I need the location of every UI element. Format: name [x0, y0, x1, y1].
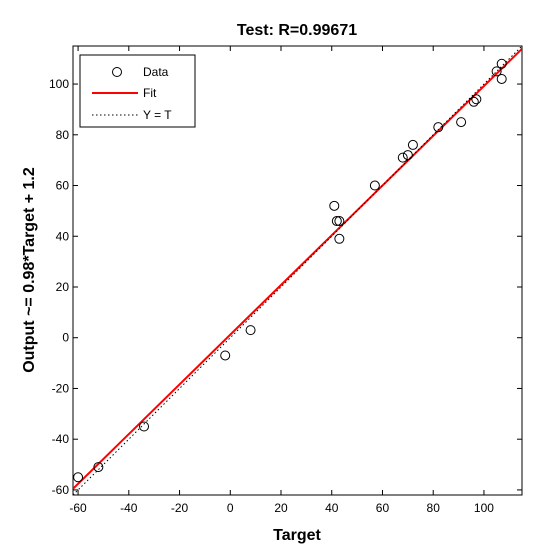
data-point: [334, 216, 345, 227]
data-point: [93, 462, 104, 473]
x-tick-label: -60: [69, 501, 87, 515]
y-tick-label: -20: [52, 381, 70, 395]
data-point: [402, 150, 413, 161]
x-tick-label: 80: [427, 501, 441, 515]
chart-title: Test: R=0.99671: [237, 22, 357, 39]
y-tick-label: -40: [52, 432, 70, 446]
y-tick-label: 40: [56, 229, 70, 243]
y-tick-label: -60: [52, 483, 70, 497]
data-point: [369, 180, 380, 191]
x-tick-label: 60: [376, 501, 390, 515]
data-point: [407, 139, 418, 150]
data-point: [433, 122, 444, 133]
y-axis-label: Output ~= 0.98*Target + 1.2: [21, 167, 38, 373]
y-tick-label: 80: [56, 128, 70, 142]
x-tick-label: 20: [274, 501, 288, 515]
y-tick-label: 0: [62, 331, 69, 345]
data-point: [329, 200, 340, 211]
data-point: [245, 325, 256, 336]
data-point: [491, 66, 502, 77]
legend-fit-label: Fit: [143, 86, 157, 100]
legend-box: [79, 54, 196, 128]
data-point: [456, 117, 467, 128]
data-point: [397, 152, 408, 163]
y-tick-label: 100: [49, 77, 69, 91]
x-tick-label: 40: [325, 501, 339, 515]
axis-ticks: -60 -40 -20 0 20 40 60 80 100 -60 -40 -20 0 20 40 60 80 1…: [49, 46, 522, 515]
data-point: [139, 421, 150, 432]
y-tick-label: 60: [56, 179, 70, 193]
data-point: [73, 472, 84, 483]
fit-line: [73, 48, 522, 490]
legend-data-label: Data: [143, 65, 169, 79]
data-point: [471, 94, 482, 105]
data-point: [468, 96, 479, 107]
data-point: [334, 233, 345, 244]
legend-data-marker: [112, 67, 122, 77]
data-point: [496, 58, 507, 69]
x-tick-label: -20: [171, 501, 189, 515]
x-axis-label: Target: [273, 527, 321, 544]
x-tick-label: 100: [474, 501, 494, 515]
x-tick-label: 0: [227, 501, 234, 515]
data-point: [496, 73, 507, 84]
y-tick-label: 20: [56, 280, 70, 294]
data-point: [220, 350, 231, 361]
legend: Data Fit Y = T: [79, 54, 196, 128]
legend-identity-label: Y = T: [143, 108, 172, 122]
x-tick-label: -40: [120, 501, 138, 515]
data-point: [331, 216, 342, 227]
identity-line: [73, 46, 522, 495]
chart-marks: [73, 46, 522, 495]
